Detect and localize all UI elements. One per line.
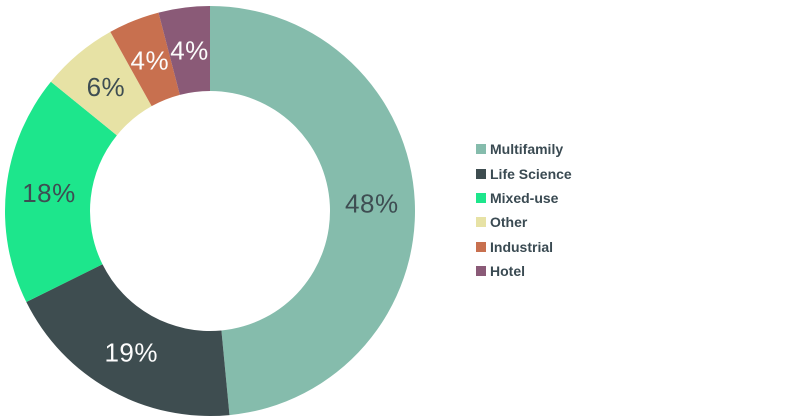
donut-slice-industrial	[110, 12, 180, 107]
legend-item-multifamily: Multifamily	[476, 137, 572, 161]
legend-swatch-icon	[476, 241, 486, 252]
chart-legend: Multifamily Life Science Mixed-use Other Ind…	[476, 137, 572, 283]
slice-value-label-hotel: 4%	[170, 35, 209, 65]
legend-swatch-icon	[476, 266, 486, 277]
legend-item-hotel: Hotel	[476, 259, 572, 283]
legend-swatch-icon	[476, 192, 486, 203]
legend-label: Multifamily	[490, 141, 564, 158]
donut-slice-life-science	[26, 264, 230, 416]
donut-slice-mixed-use	[5, 81, 117, 303]
donut-slice-other	[50, 31, 152, 136]
legend-item-life-science: Life Science	[476, 161, 572, 185]
legend-label: Mixed-use	[490, 189, 559, 206]
legend-item-industrial: Industrial	[476, 235, 572, 259]
legend-item-other: Other	[476, 210, 572, 234]
slice-value-label-industrial: 4%	[131, 46, 170, 76]
legend-label: Industrial	[490, 238, 554, 255]
slice-value-label-mixed-use: 18%	[22, 178, 76, 208]
donut-slice-hotel	[158, 5, 210, 95]
slice-value-label-other: 6%	[87, 72, 126, 102]
donut-chart: 48%19%18%6%4% 4%	[5, 5, 415, 416]
donut-slice-multifamily	[210, 6, 415, 416]
legend-swatch-icon	[476, 217, 486, 228]
legend-label: Other	[490, 214, 528, 231]
legend-swatch-icon	[476, 168, 486, 179]
slice-value-label-multifamily: 48%	[345, 188, 399, 218]
slice-value-label-life-science: 19%	[104, 338, 158, 368]
legend-label: Hotel	[490, 263, 525, 280]
legend-item-mixed-use: Mixed-use	[476, 186, 572, 210]
legend-swatch-icon	[476, 144, 486, 155]
legend-label: Life Science	[490, 165, 572, 182]
